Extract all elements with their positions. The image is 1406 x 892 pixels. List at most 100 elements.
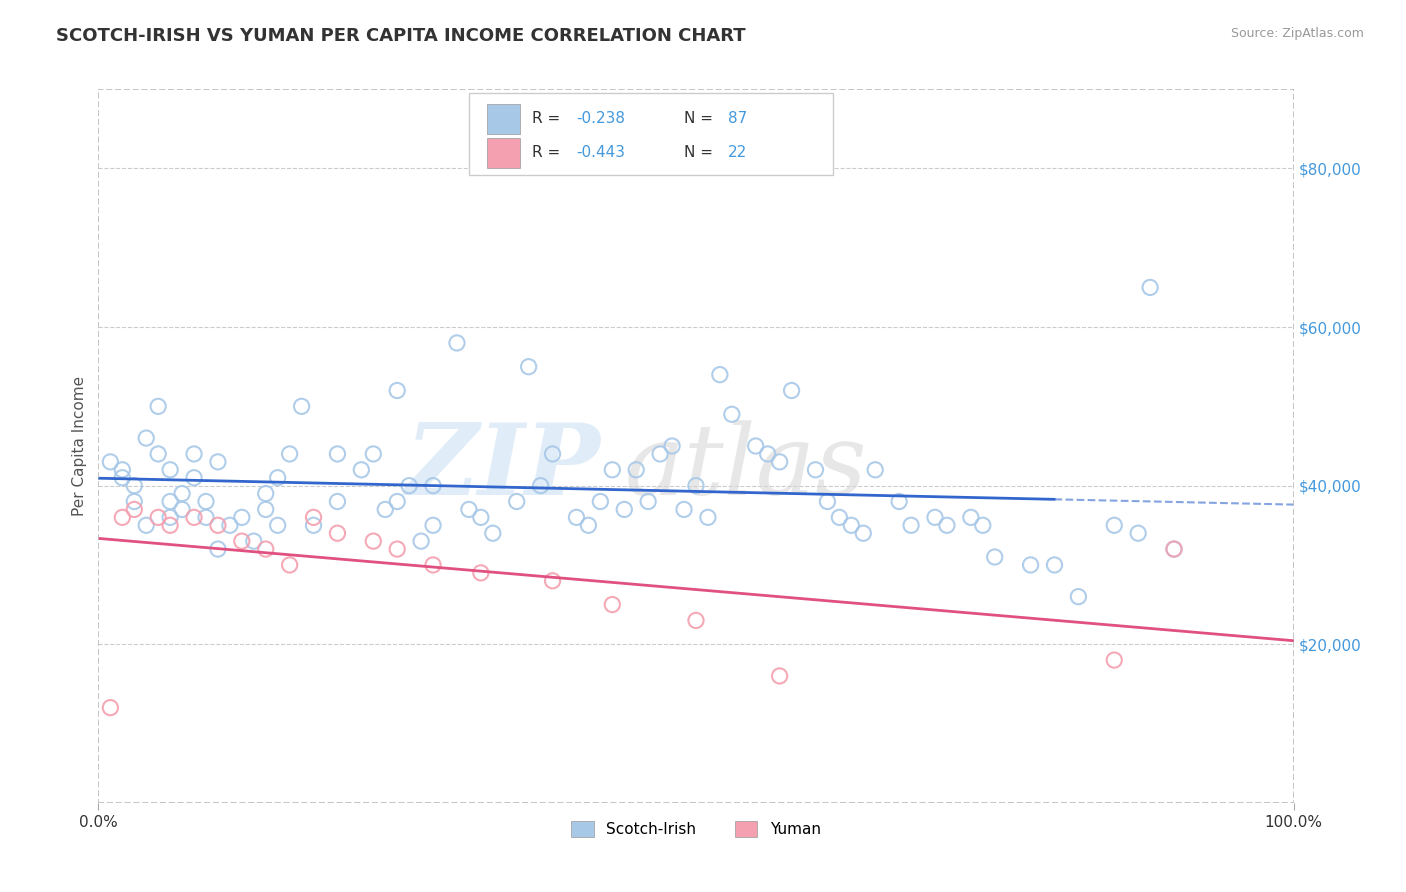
Point [530,478,553,492]
Y-axis label: Per Capita Income: Per Capita Income [72,376,87,516]
Point [1019,558,1042,572]
Point [828,510,851,524]
Text: R =: R = [533,145,565,160]
Text: ZIP: ZIP [405,419,600,516]
Point [385,384,409,398]
Point [626,463,648,477]
Point [385,494,409,508]
Point [135,518,157,533]
Point [960,510,983,524]
Point [541,447,564,461]
Text: R =: R = [533,112,565,127]
Point [721,407,744,421]
FancyBboxPatch shape [486,103,520,134]
Point [398,478,420,492]
Point [124,502,146,516]
Point [602,598,624,612]
Point [207,542,229,557]
Point [243,534,266,549]
Point [363,447,385,461]
Point [470,566,492,580]
Point [98,700,122,714]
Point [565,510,588,524]
Point [1067,590,1090,604]
FancyBboxPatch shape [486,137,520,168]
Point [183,447,205,461]
Point [517,359,540,374]
Point [924,510,946,524]
FancyBboxPatch shape [470,93,834,175]
Point [422,478,444,492]
Point [697,510,720,524]
Point [267,518,290,533]
Point [326,526,349,541]
Point [183,471,205,485]
Point [984,549,1007,564]
Text: N =: N = [685,112,718,127]
Bar [98,89,1294,803]
Text: -0.443: -0.443 [576,145,626,160]
Point [756,447,779,461]
Point [578,518,600,533]
Point [111,471,134,485]
Point [326,494,349,508]
Point [804,463,827,477]
Point [1128,526,1150,541]
Point [685,614,707,628]
Point [98,455,122,469]
Point [900,518,922,533]
Point [124,494,146,508]
Text: atlas: atlas [624,420,868,515]
Point [172,486,194,500]
Point [195,510,218,524]
Point [159,463,181,477]
Point [411,534,433,549]
Point [673,502,696,516]
Text: SCOTCH-IRISH VS YUMAN PER CAPITA INCOME CORRELATION CHART: SCOTCH-IRISH VS YUMAN PER CAPITA INCOME … [56,27,745,45]
Point [385,542,409,557]
Point [422,518,444,533]
Point [972,518,994,533]
Point [159,494,181,508]
Point [254,486,277,500]
Point [111,463,134,477]
Point [326,447,349,461]
Point [363,534,385,549]
Point [446,335,468,350]
Point [685,478,707,492]
Point [745,439,768,453]
Point [302,518,325,533]
Point [148,447,170,461]
Point [254,542,277,557]
Text: Source: ZipAtlas.com: Source: ZipAtlas.com [1230,27,1364,40]
Point [470,510,492,524]
Point [1139,280,1161,294]
Point [159,510,181,524]
Point [541,574,564,588]
Point [852,526,875,541]
Point [291,400,314,414]
Text: N =: N = [685,145,718,160]
Point [219,518,242,533]
Point [482,526,505,541]
Point [267,471,290,485]
Point [769,669,792,683]
Point [374,502,396,516]
Point [135,431,157,445]
Text: 22: 22 [728,145,748,160]
Legend: Scotch-Irish, Yuman: Scotch-Irish, Yuman [564,814,828,845]
Point [506,494,529,508]
Point [1104,653,1126,667]
Point [1043,558,1066,572]
Point [148,510,170,524]
Point [661,439,683,453]
Point [124,478,146,492]
Point [865,463,887,477]
Point [1163,542,1185,557]
Point [231,534,253,549]
Point [889,494,911,508]
Point [1104,518,1126,533]
Point [817,494,839,508]
Point [613,502,636,516]
Point [637,494,659,508]
